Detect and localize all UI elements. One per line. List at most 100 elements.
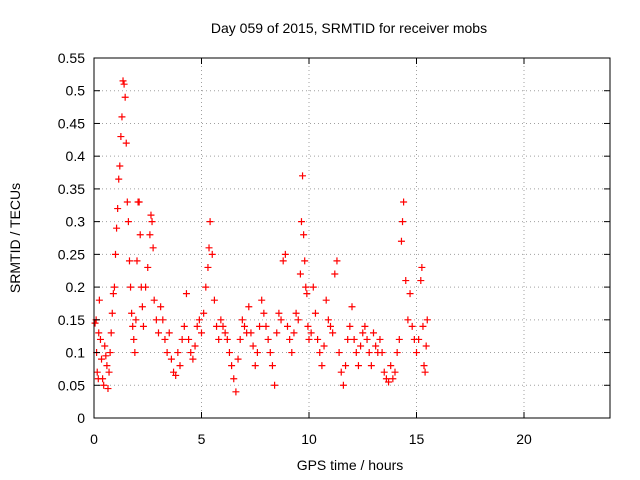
data-point <box>219 322 227 330</box>
data-point <box>101 342 109 350</box>
data-point <box>370 329 377 337</box>
data-point <box>389 375 397 383</box>
data-point <box>406 290 414 298</box>
y-tick-label: 0.05 <box>58 377 85 393</box>
data-point <box>304 322 312 330</box>
data-point <box>247 329 255 337</box>
data-point <box>234 355 242 363</box>
data-point <box>155 329 162 337</box>
y-tick-label: 0.5 <box>66 83 86 99</box>
data-point <box>297 218 305 226</box>
data-point <box>210 296 218 304</box>
data-point <box>161 335 169 343</box>
data-point <box>301 257 309 265</box>
data-point <box>322 296 330 304</box>
y-tick-label: 0.3 <box>66 214 86 230</box>
data-point <box>277 316 285 324</box>
data-point <box>352 349 360 357</box>
data-point <box>114 205 122 213</box>
data-point <box>417 277 425 285</box>
data-point <box>144 263 152 271</box>
data-point <box>273 329 281 337</box>
data-point <box>159 316 167 324</box>
data-point <box>96 335 104 343</box>
data-point <box>258 296 266 304</box>
data-point <box>339 381 347 389</box>
y-tick-label: 0.55 <box>58 50 85 66</box>
data-point <box>106 349 114 357</box>
data-point <box>95 296 103 304</box>
data-point <box>415 335 423 343</box>
data-point <box>189 355 197 363</box>
data-point <box>112 250 119 258</box>
x-tick-label: 15 <box>409 431 425 447</box>
data-point <box>408 322 416 330</box>
data-point <box>91 319 99 327</box>
data-point <box>413 349 420 357</box>
data-point <box>99 375 107 383</box>
data-point <box>113 224 121 232</box>
data-point <box>122 139 130 147</box>
data-point <box>221 329 229 337</box>
data-point <box>100 381 108 389</box>
data-point <box>230 375 238 383</box>
data-point <box>102 352 110 360</box>
grid <box>94 58 610 418</box>
data-point <box>182 290 190 298</box>
data-point <box>397 237 405 245</box>
data-point <box>284 322 291 330</box>
data-point <box>139 322 147 330</box>
data-point <box>152 316 160 324</box>
data-point <box>420 362 428 370</box>
data-point <box>365 349 373 357</box>
data-point <box>256 322 264 330</box>
data-point <box>95 329 103 337</box>
data-point <box>309 283 317 291</box>
data-point <box>294 316 302 324</box>
data-point <box>135 198 143 206</box>
data-point <box>348 303 356 311</box>
data-point <box>337 368 345 376</box>
data-point <box>228 362 236 370</box>
data-point <box>128 309 136 317</box>
data-point <box>165 329 173 337</box>
data-point <box>421 368 429 376</box>
data-point <box>296 270 304 278</box>
data-point <box>418 263 426 271</box>
data-point <box>103 362 111 370</box>
data-point <box>399 218 407 226</box>
data-point <box>320 342 328 350</box>
data-point <box>316 349 324 357</box>
y-tick-label: 0.15 <box>58 312 85 328</box>
data-point <box>253 349 261 357</box>
data-point <box>292 309 300 317</box>
data-point <box>109 290 117 298</box>
data-point <box>318 362 326 370</box>
data-point <box>380 368 388 376</box>
data-point <box>302 283 310 291</box>
data-point <box>167 355 175 363</box>
data-point <box>132 316 140 324</box>
data-point <box>125 257 133 265</box>
data-point <box>191 342 199 350</box>
data-point <box>223 335 231 343</box>
data-point <box>419 322 427 330</box>
data-point <box>344 335 352 343</box>
data-point <box>198 329 205 337</box>
data-point <box>120 80 128 88</box>
data-point <box>363 335 371 343</box>
y-tick-label: 0.1 <box>66 345 86 361</box>
data-point <box>130 335 138 343</box>
data-point <box>138 303 146 311</box>
data-point <box>148 218 156 226</box>
y-tick-label: 0.35 <box>58 181 85 197</box>
data-point <box>127 283 135 291</box>
data-point <box>400 198 408 206</box>
data-point <box>121 93 129 101</box>
data-point <box>378 349 386 357</box>
data-point <box>236 335 244 343</box>
data-point <box>178 335 186 343</box>
data-point <box>387 362 395 370</box>
data-point <box>264 335 272 343</box>
data-point <box>174 349 182 357</box>
